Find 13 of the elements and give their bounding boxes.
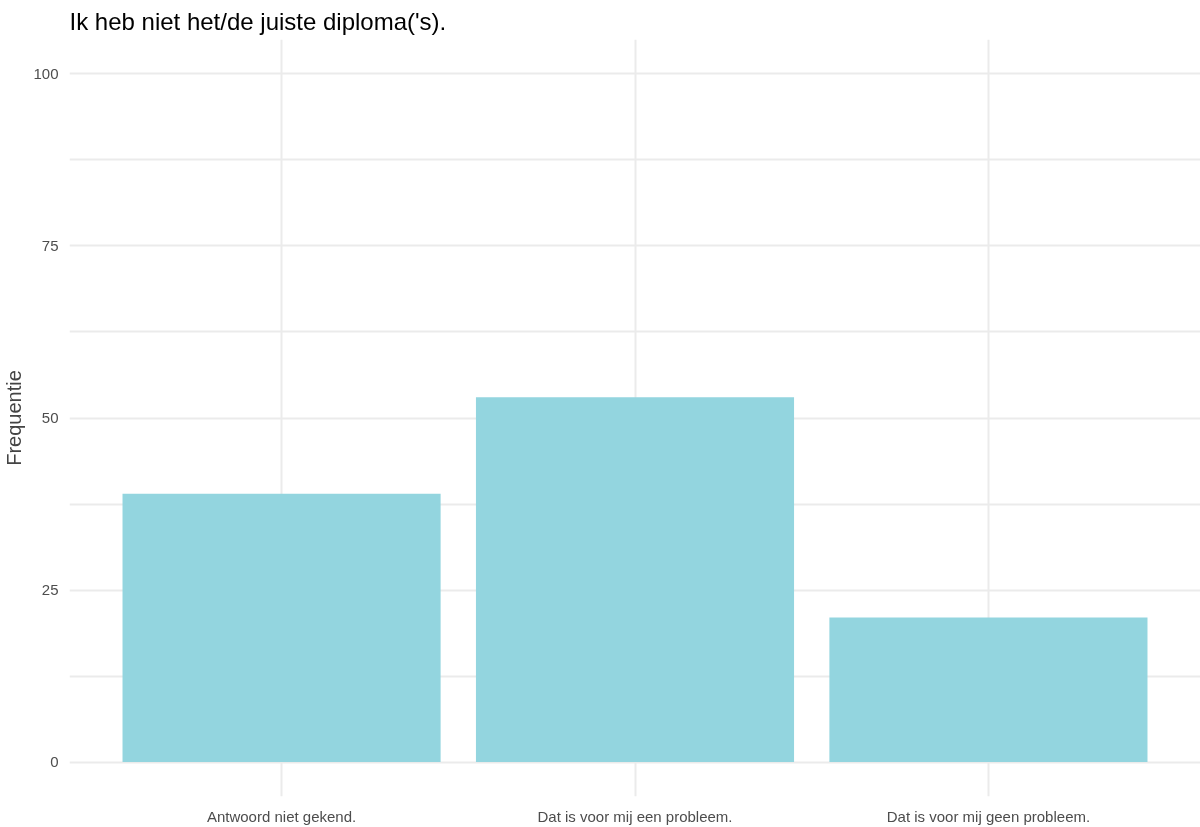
y-tick-label: 0 bbox=[50, 753, 59, 771]
y-tick-label: 75 bbox=[41, 236, 59, 254]
bar bbox=[122, 493, 441, 763]
y-axis-title: Frequentie bbox=[3, 370, 26, 466]
bar bbox=[475, 397, 795, 763]
chart-title: Ik heb niet het/de juiste diploma('s). bbox=[69, 7, 447, 35]
x-tick-label: Dat is voor mij geen probleem. bbox=[886, 807, 1091, 825]
y-tick-label: 50 bbox=[41, 409, 59, 426]
x-tick-label: Dat is voor mij een probleem. bbox=[537, 807, 733, 825]
x-tick-label: Antwoord niet gekend. bbox=[206, 807, 357, 825]
bar bbox=[829, 617, 1148, 763]
y-tick-label: 100 bbox=[33, 64, 59, 82]
y-tick-label: 25 bbox=[41, 581, 59, 599]
